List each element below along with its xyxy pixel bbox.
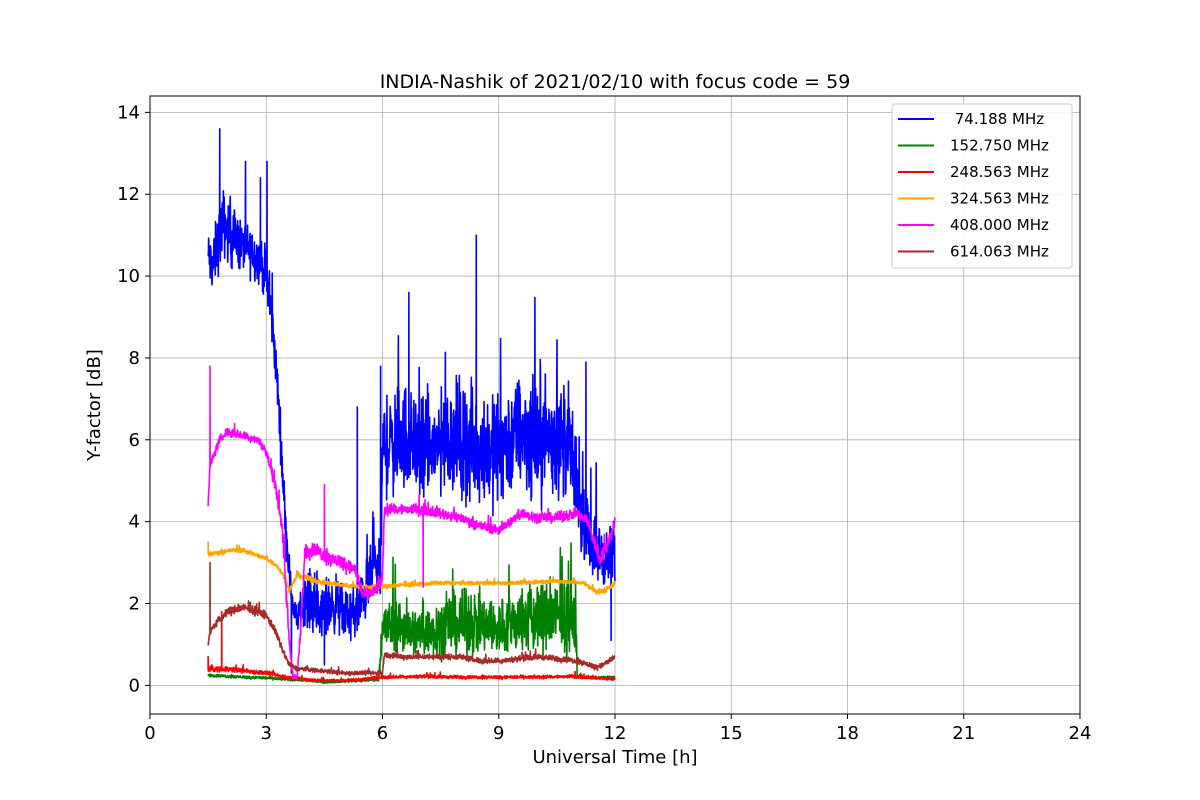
series-layer: [207, 127, 616, 685]
series-line-4: [207, 365, 616, 680]
series-line-2: [207, 610, 616, 683]
legend-label-4: 408.000 MHz: [950, 216, 1049, 234]
x-tick-label: 24: [1069, 723, 1092, 744]
y-tick-label: 4: [129, 512, 140, 533]
legend-label-2: 248.563 MHz: [950, 163, 1049, 181]
legend-label-3: 324.563 MHz: [950, 190, 1049, 208]
x-tick-label: 3: [261, 723, 272, 744]
legend-label-0: 74.188 MHz: [950, 110, 1044, 128]
y-tick-label: 10: [117, 266, 140, 287]
y-tick-label: 12: [117, 184, 140, 205]
chart-title: INDIA-Nashik of 2021/02/10 with focus co…: [380, 71, 851, 93]
y-axis: 0 2 4 6 8 10 12 14: [117, 102, 150, 696]
x-tick-label: 18: [836, 723, 859, 744]
y-axis-label: Y-factor [dB]: [84, 349, 105, 462]
series-line-5: [207, 561, 616, 677]
x-axis: 0 3 6 9 12 15 18 21 24: [144, 714, 1091, 744]
series-line-1: [207, 542, 616, 685]
y-tick-label: 0: [129, 675, 140, 696]
x-tick-label: 0: [144, 723, 155, 744]
legend-label-1: 152.750 MHz: [950, 137, 1049, 155]
series-line-3: [207, 541, 616, 596]
y-tick-label: 14: [117, 102, 140, 123]
x-tick-label: 6: [377, 723, 388, 744]
x-tick-label: 15: [720, 723, 743, 744]
series-line-0: [207, 127, 616, 674]
y-tick-label: 2: [129, 593, 140, 614]
y-tick-label: 8: [129, 348, 140, 369]
x-tick-label: 21: [952, 723, 975, 744]
legend-box: [891, 103, 1073, 269]
legend: 74.188 MHz 152.750 MHz 248.563 MHz 324.563 …: [891, 103, 1073, 269]
x-axis-label: Universal Time [h]: [532, 747, 697, 768]
x-tick-label: 12: [604, 723, 627, 744]
x-tick-label: 9: [493, 723, 504, 744]
y-tick-label: 6: [129, 430, 140, 451]
legend-label-5: 614.063 MHz: [950, 243, 1049, 261]
